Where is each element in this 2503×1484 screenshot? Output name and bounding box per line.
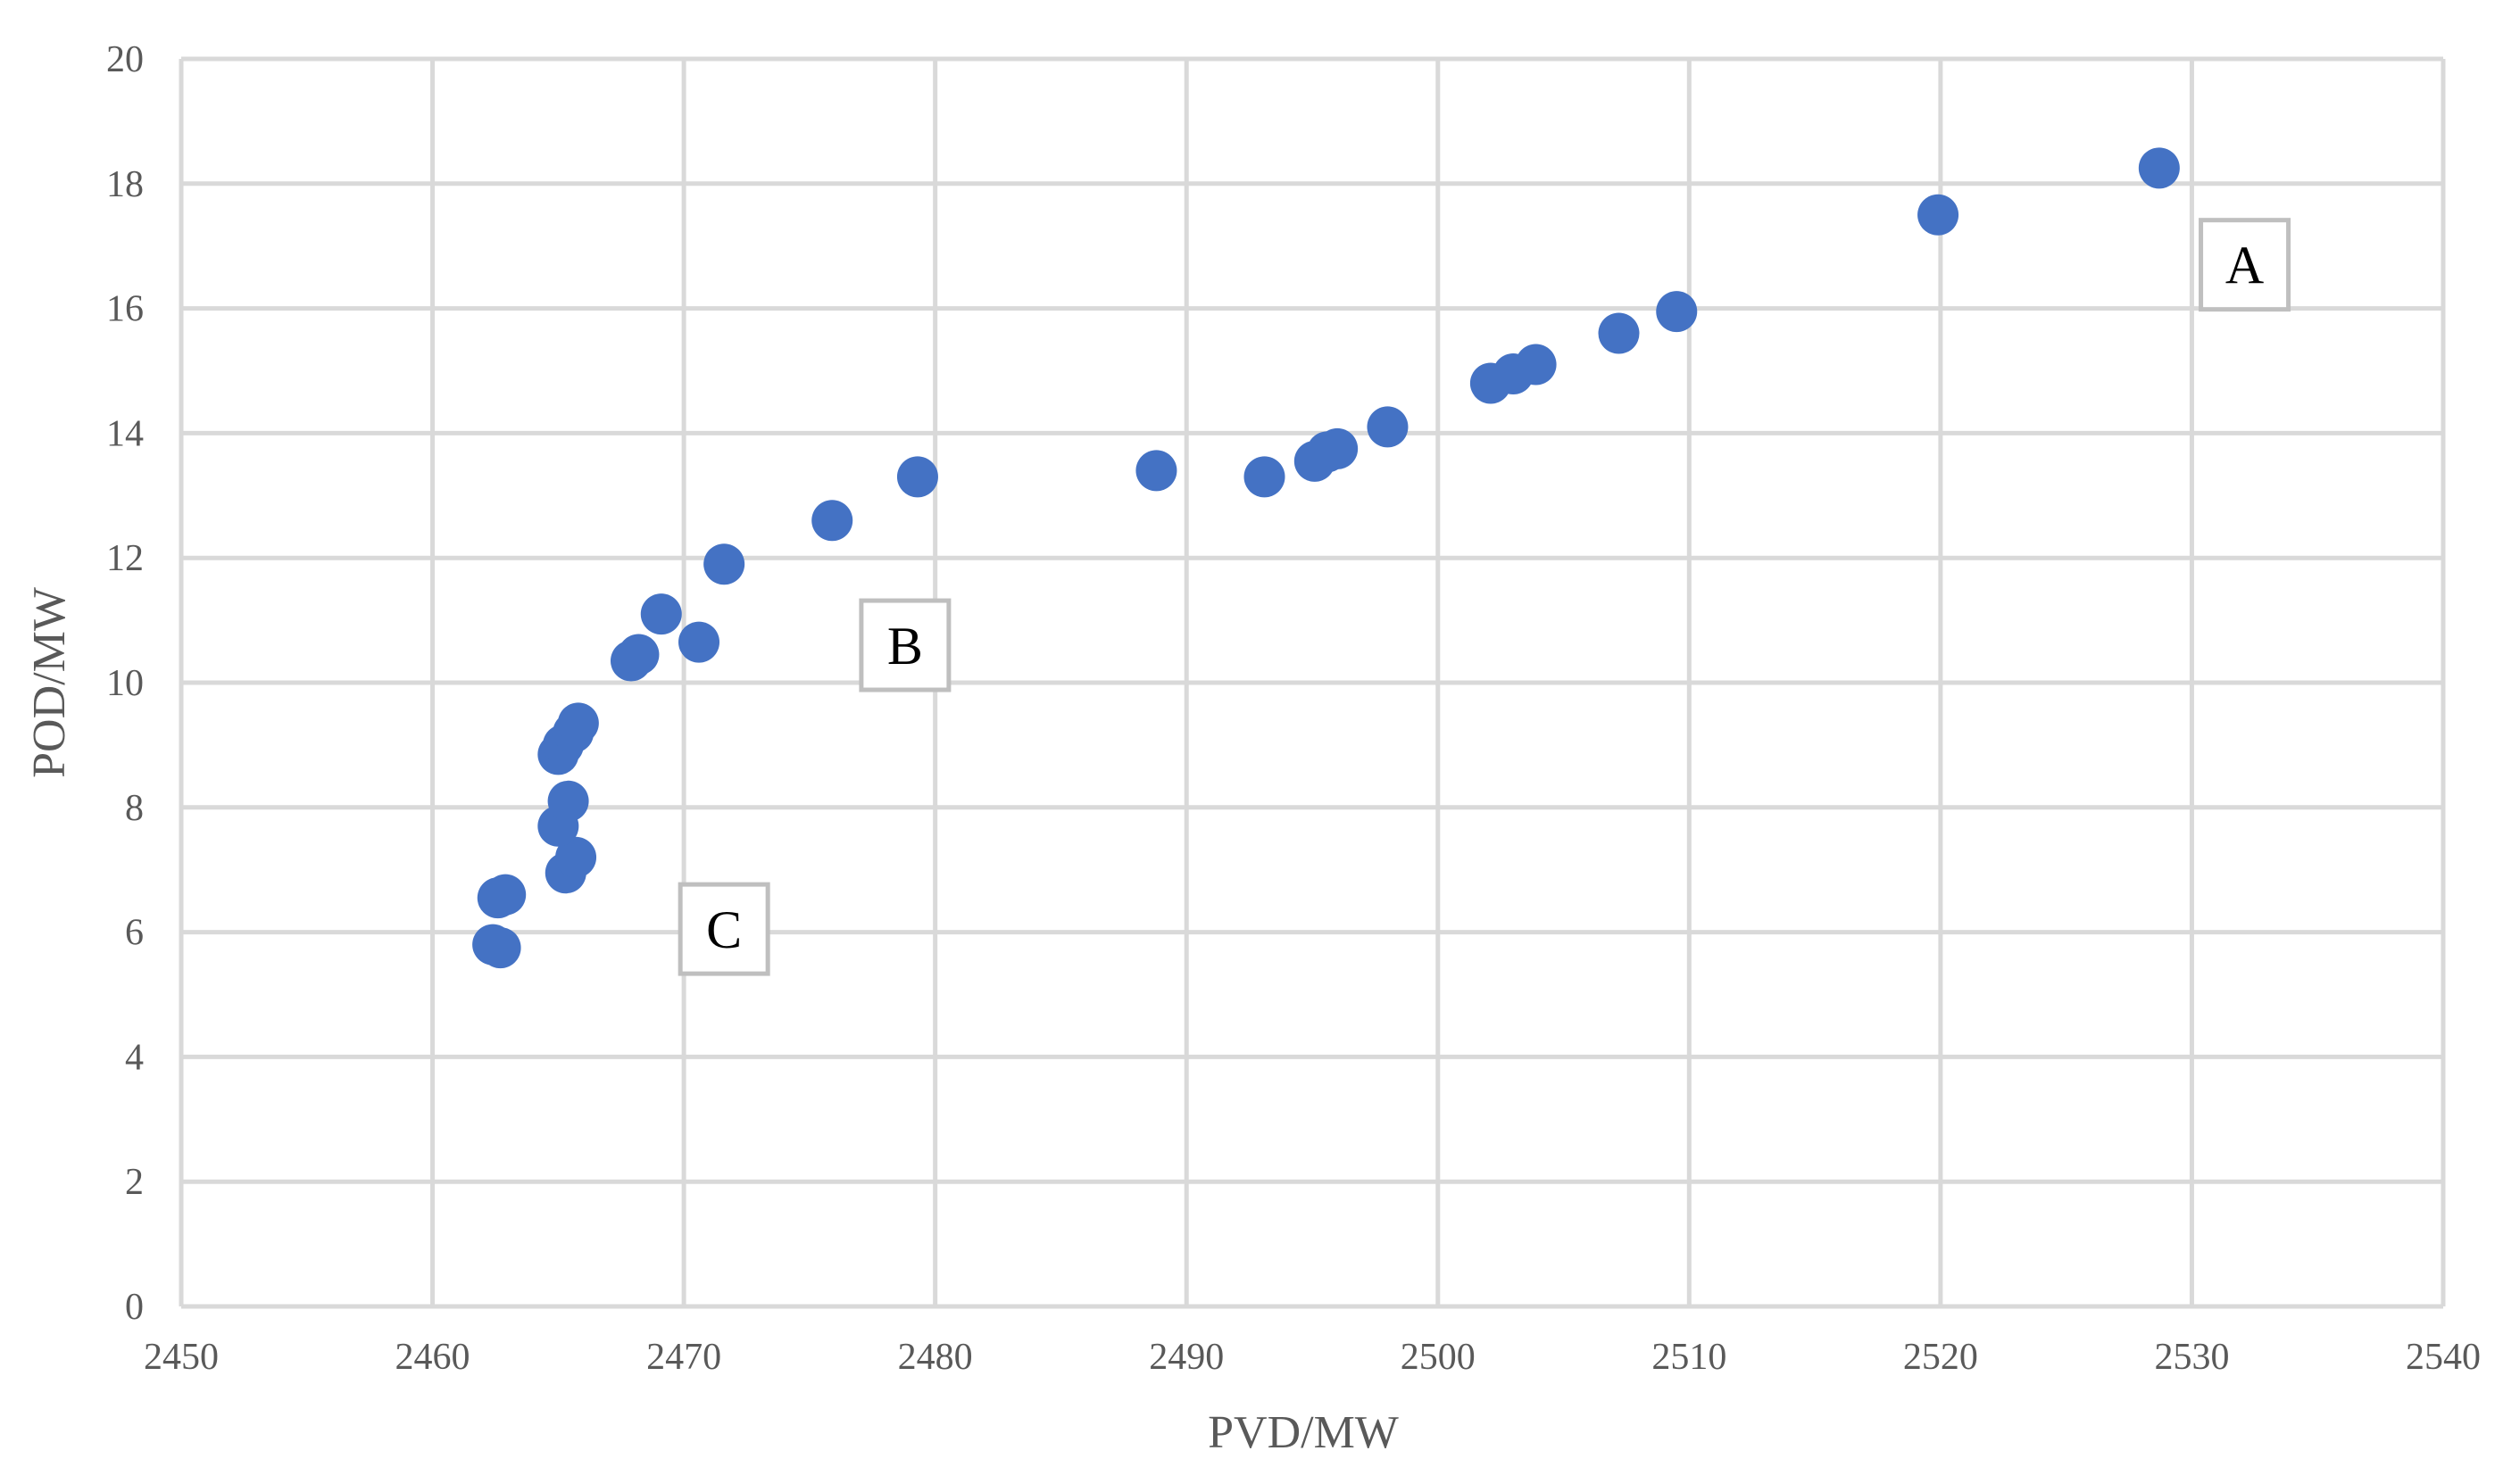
data-point: [703, 543, 745, 585]
x-tick-label: 2510: [1651, 1337, 1726, 1378]
data-point: [811, 500, 853, 542]
x-tick-label: 2530: [2154, 1337, 2229, 1378]
data-point: [1656, 291, 1698, 333]
y-tick-label: 12: [106, 538, 144, 579]
data-point: [557, 702, 599, 744]
data-point: [896, 456, 938, 498]
tick-labels: 2450 2460 2470 2480 2490 2500 2510 2520 2530 2540…: [106, 39, 2481, 1378]
data-point: [1135, 450, 1177, 492]
data-point: [1917, 194, 1959, 236]
y-tick-label: 4: [125, 1037, 144, 1078]
data-point: [1243, 456, 1285, 498]
annotation-text: A: [2225, 236, 2264, 295]
annotations: A B C: [678, 218, 2291, 976]
data-point: [555, 836, 597, 878]
x-tick-label: 2450: [144, 1337, 219, 1378]
data-point: [640, 593, 682, 635]
y-tick-label: 20: [106, 39, 144, 80]
y-tick-label: 14: [106, 413, 144, 454]
x-axis-title: PVD/MW: [1208, 1407, 1399, 1458]
data-point: [1317, 427, 1359, 469]
data-points: [472, 147, 2180, 969]
annotation-label: B: [859, 598, 952, 692]
y-tick-label: 16: [106, 289, 144, 330]
data-point: [1367, 406, 1409, 448]
y-tick-label: 10: [106, 663, 144, 704]
annotation-label: A: [2199, 218, 2291, 312]
annotation-box: [678, 882, 770, 976]
annotation-text: B: [887, 617, 923, 676]
annotation-text: C: [706, 900, 742, 959]
x-tick-label: 2460: [395, 1337, 470, 1378]
x-tick-label: 2490: [1149, 1337, 1224, 1378]
grid-lines: [179, 56, 2446, 1309]
data-point: [1515, 344, 1557, 386]
y-tick-label: 18: [106, 164, 144, 205]
y-tick-label: 8: [125, 788, 144, 829]
data-point: [479, 927, 521, 969]
y-tick-label: 6: [125, 913, 144, 954]
x-tick-label: 2500: [1401, 1337, 1476, 1378]
x-tick-label: 2540: [2406, 1337, 2481, 1378]
x-tick-label: 2480: [898, 1337, 973, 1378]
annotation-box: [2199, 218, 2291, 312]
data-point: [618, 634, 660, 676]
x-tick-label: 2470: [646, 1337, 721, 1378]
annotation-box: [859, 598, 952, 692]
x-tick-label: 2520: [1903, 1337, 1978, 1378]
data-point: [678, 621, 720, 663]
y-axis-title: POD/MW: [24, 587, 75, 778]
data-point: [547, 780, 589, 822]
data-point: [1598, 312, 1640, 354]
y-tick-label: 0: [125, 1287, 144, 1328]
data-point: [485, 874, 527, 916]
data-point: [2138, 147, 2180, 189]
y-tick-label: 2: [125, 1162, 144, 1203]
annotation-label: C: [678, 882, 770, 976]
